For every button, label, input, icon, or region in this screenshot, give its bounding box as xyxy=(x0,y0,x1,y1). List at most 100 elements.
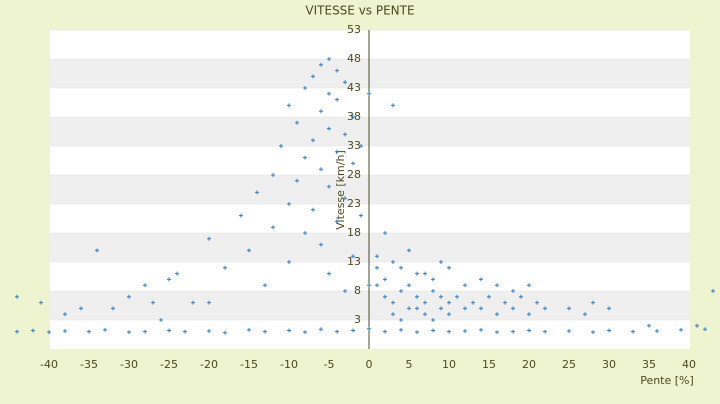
point xyxy=(679,327,683,332)
point xyxy=(567,306,571,311)
x-tick-label: -35 xyxy=(80,358,98,371)
point xyxy=(703,327,707,332)
point xyxy=(415,271,419,276)
point xyxy=(367,91,371,96)
x-tick-label: 0 xyxy=(366,358,373,371)
grid-band xyxy=(50,117,690,146)
grid-band xyxy=(50,291,690,320)
x-tick-label: -30 xyxy=(120,358,138,371)
point xyxy=(279,144,283,148)
point xyxy=(303,86,307,90)
chart-title: VITESSE vs PENTE xyxy=(305,4,414,18)
point xyxy=(335,149,339,154)
x-tick-label: -20 xyxy=(200,358,218,371)
point xyxy=(655,329,659,334)
point xyxy=(383,329,387,334)
point xyxy=(287,260,291,264)
x-tick-label: 10 xyxy=(442,358,456,371)
point xyxy=(39,300,43,305)
point xyxy=(399,265,403,270)
y-tick-label: 23 xyxy=(347,197,361,210)
point xyxy=(439,294,443,299)
point xyxy=(47,330,51,335)
point xyxy=(487,294,491,299)
y-tick-label: 33 xyxy=(347,139,361,152)
point xyxy=(607,328,611,333)
point xyxy=(695,323,699,328)
point xyxy=(63,312,67,317)
point xyxy=(591,330,595,335)
point xyxy=(711,289,715,293)
x-tick-label: 20 xyxy=(522,358,536,371)
y-tick-label: 53 xyxy=(347,23,361,36)
point xyxy=(455,294,459,299)
point xyxy=(567,329,571,334)
point xyxy=(327,184,331,189)
point xyxy=(287,202,291,206)
y-tick-label: 13 xyxy=(347,255,361,268)
point xyxy=(479,327,483,332)
point xyxy=(359,144,363,148)
point xyxy=(519,294,523,299)
point xyxy=(367,283,371,288)
point xyxy=(319,327,323,332)
point xyxy=(175,271,179,276)
point xyxy=(183,329,187,334)
point xyxy=(95,248,99,253)
point xyxy=(479,277,483,282)
point xyxy=(463,329,467,334)
x-tick-label: 40 xyxy=(682,358,696,371)
point xyxy=(311,138,315,143)
grid-band xyxy=(50,175,690,204)
point xyxy=(127,294,131,299)
point xyxy=(543,329,547,334)
point xyxy=(407,306,411,311)
point xyxy=(391,260,395,264)
point xyxy=(207,329,211,334)
x-tick-label: 35 xyxy=(642,358,656,371)
point xyxy=(447,300,451,305)
point xyxy=(111,306,115,311)
y-tick-label: 18 xyxy=(347,226,361,239)
point xyxy=(223,265,227,270)
point xyxy=(351,254,355,259)
point xyxy=(407,248,411,253)
point xyxy=(319,62,323,67)
point xyxy=(263,283,267,288)
point xyxy=(255,190,259,195)
point xyxy=(103,327,107,332)
point xyxy=(319,167,323,172)
point xyxy=(319,242,323,247)
point xyxy=(447,265,451,270)
point xyxy=(239,213,243,218)
point xyxy=(495,330,499,335)
point xyxy=(463,283,467,288)
point xyxy=(303,231,307,235)
point xyxy=(415,330,419,335)
point xyxy=(351,328,355,333)
point xyxy=(167,277,171,282)
point xyxy=(295,178,299,183)
point xyxy=(583,312,587,317)
point xyxy=(399,327,403,332)
point xyxy=(127,330,131,335)
point xyxy=(423,312,427,317)
point xyxy=(367,326,371,331)
point xyxy=(463,306,467,311)
point xyxy=(159,318,163,322)
point xyxy=(375,283,379,288)
point xyxy=(391,300,395,305)
point xyxy=(167,328,171,333)
point xyxy=(335,329,339,334)
point xyxy=(311,74,315,79)
point xyxy=(143,283,147,288)
point xyxy=(351,161,355,166)
point xyxy=(471,300,475,305)
point xyxy=(391,103,395,108)
point xyxy=(87,329,91,334)
point xyxy=(343,80,347,85)
point xyxy=(503,300,507,305)
point xyxy=(327,126,331,131)
point xyxy=(439,260,443,264)
y-tick-label: 3 xyxy=(354,313,361,326)
